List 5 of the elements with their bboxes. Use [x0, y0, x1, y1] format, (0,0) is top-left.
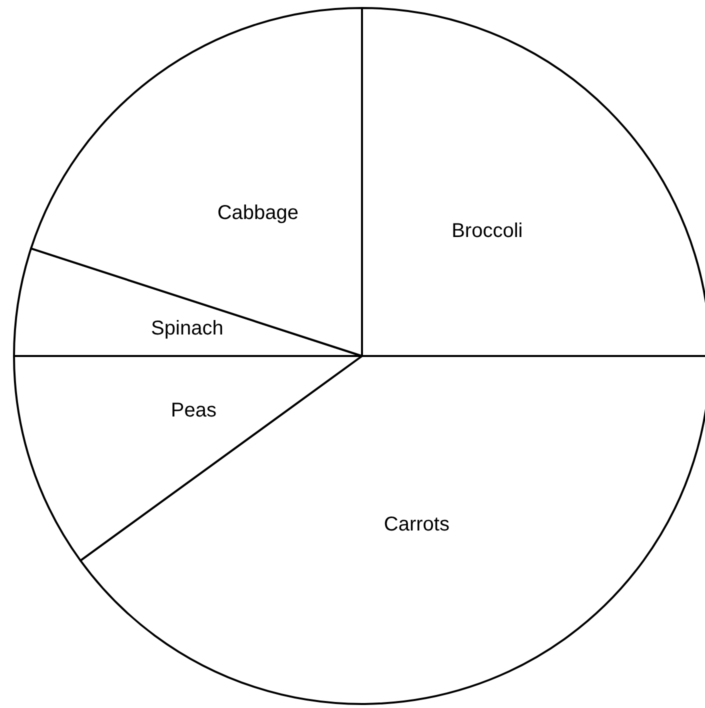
slice-label: Broccoli [452, 220, 523, 242]
slice-label: Spinach [151, 317, 224, 340]
slice-label: Cabbage [217, 202, 299, 224]
slice-label: Peas [170, 400, 216, 422]
slice-label: Carrots [384, 513, 450, 536]
